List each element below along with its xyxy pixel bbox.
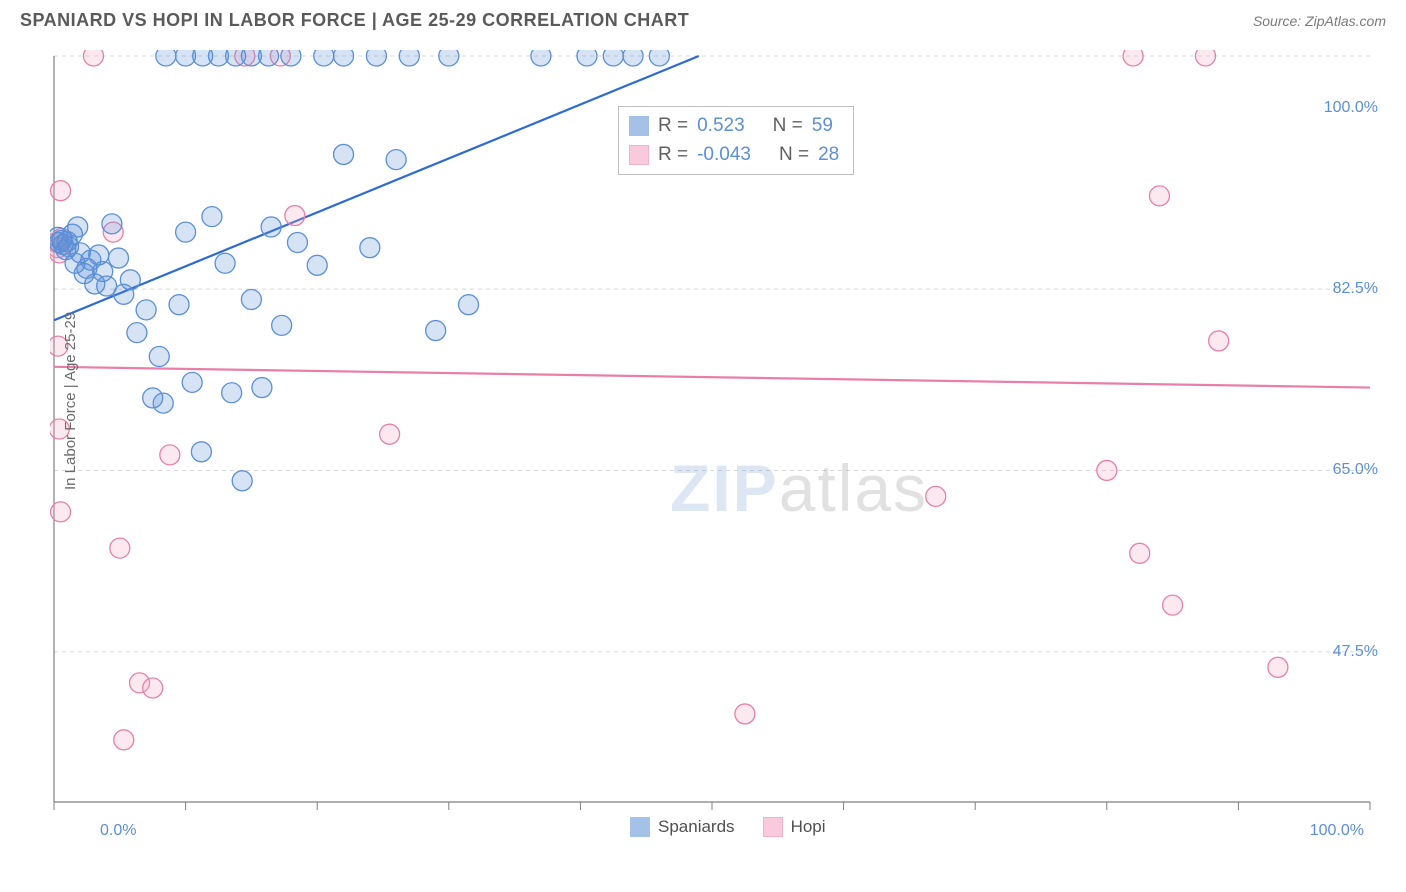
y-tick-label: 100.0%	[1324, 99, 1378, 117]
r-label: R =	[658, 141, 688, 170]
n-value-spaniards: 59	[812, 112, 833, 141]
swatch-hopi	[629, 145, 649, 165]
y-tick-label: 47.5%	[1333, 643, 1378, 661]
n-value-hopi: 28	[818, 141, 839, 170]
chart-container: In Labor Force | Age 25-29 ZIPatlas R = …	[50, 50, 1386, 840]
legend-item-hopi: Hopi	[763, 817, 826, 837]
header: SPANIARD VS HOPI IN LABOR FORCE | AGE 25…	[0, 0, 1406, 43]
x-axis-max-label: 100.0%	[1310, 822, 1364, 840]
n-label: N =	[773, 112, 803, 141]
n-label: N =	[779, 141, 809, 170]
x-axis-min-label: 0.0%	[100, 822, 136, 840]
stats-row-spaniards: R = 0.523 N = 59	[629, 112, 839, 141]
chart-title: SPANIARD VS HOPI IN LABOR FORCE | AGE 25…	[20, 10, 689, 31]
r-label: R =	[658, 112, 688, 141]
r-value-spaniards: 0.523	[697, 112, 745, 141]
stats-row-hopi: R = -0.043 N = 28	[629, 141, 839, 170]
stats-legend-box: R = 0.523 N = 59 R = -0.043 N = 28	[618, 106, 854, 175]
y-axis-label: In Labor Force | Age 25-29	[62, 312, 79, 490]
legend-item-spaniards: Spaniards	[630, 817, 735, 837]
y-tick-label: 65.0%	[1333, 461, 1378, 479]
swatch-spaniards	[629, 116, 649, 136]
source-label: Source: ZipAtlas.com	[1253, 13, 1386, 29]
r-value-hopi: -0.043	[697, 141, 751, 170]
legend-label-hopi: Hopi	[791, 817, 826, 837]
swatch-spaniards	[630, 817, 650, 837]
y-tick-label: 82.5%	[1333, 280, 1378, 298]
bottom-legend: Spaniards Hopi	[630, 817, 826, 837]
swatch-hopi	[763, 817, 783, 837]
legend-label-spaniards: Spaniards	[658, 817, 735, 837]
